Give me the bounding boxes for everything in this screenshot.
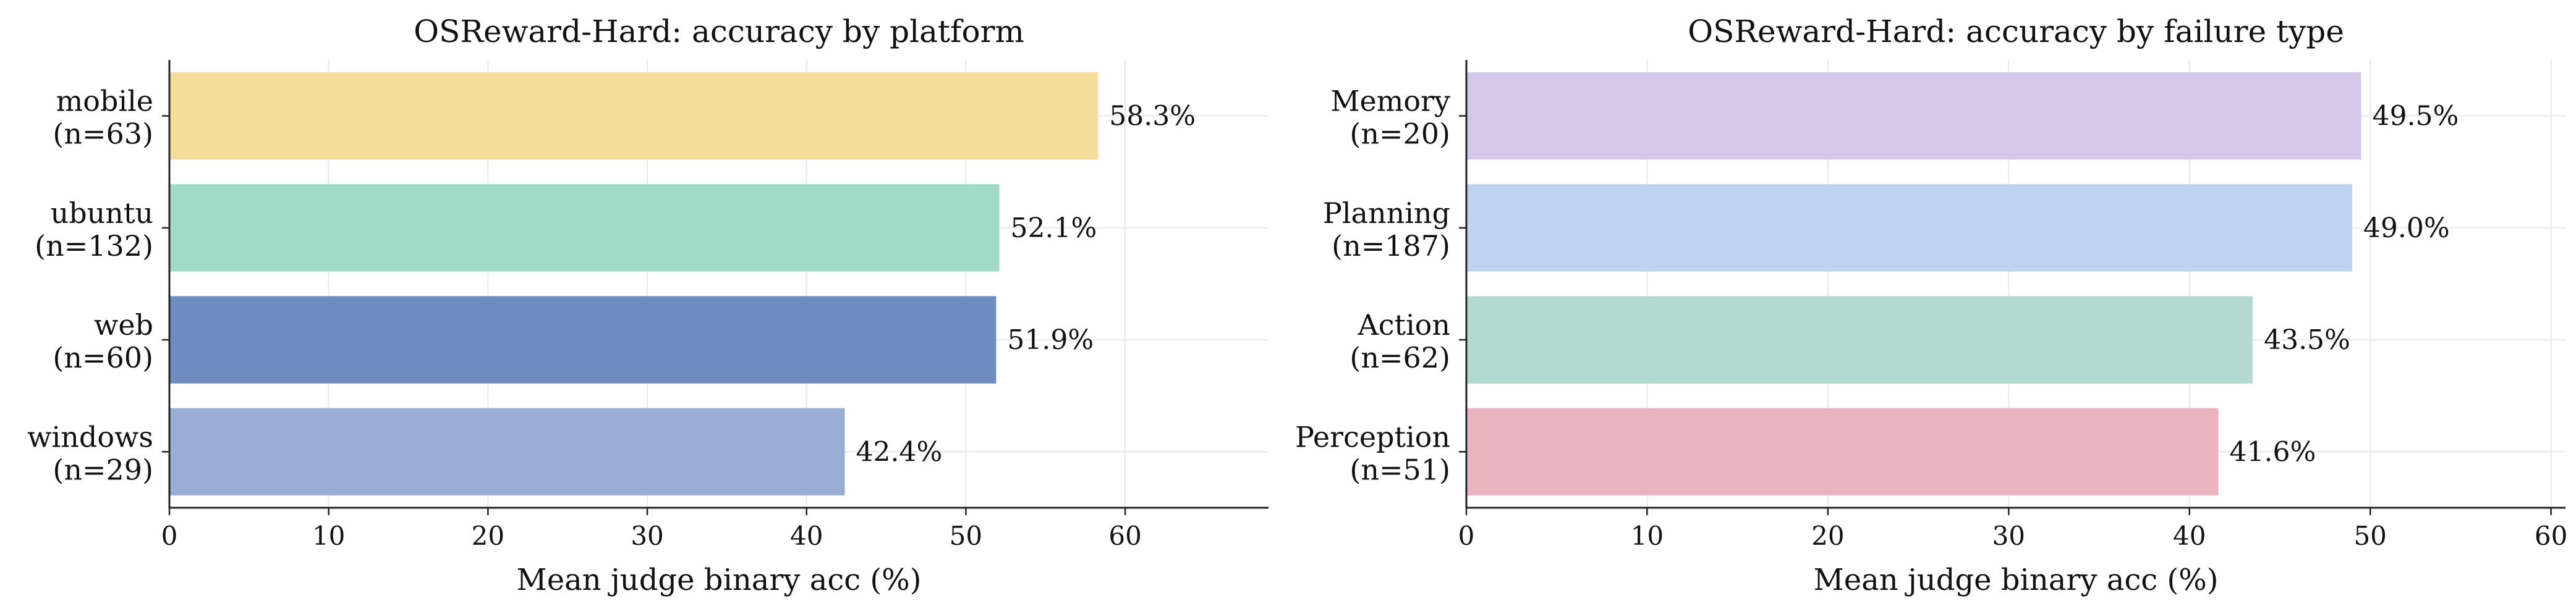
x-tick-label: 0 (161, 521, 178, 551)
bar-4 (1466, 408, 2219, 496)
x-tick-label: 50 (2353, 521, 2386, 551)
x-tick-label: 30 (631, 521, 663, 551)
value-label: 58.3% (1109, 101, 1196, 132)
bar-2 (169, 184, 1000, 272)
x-tick-label: 30 (1992, 521, 2025, 551)
x-tick-label: 50 (950, 521, 982, 551)
bar-2 (1466, 184, 2352, 272)
x-axis-label: Mean judge binary acc (%) (1814, 563, 2219, 597)
category-label: mobile (n=63) (53, 85, 153, 151)
x-tick-label: 20 (1811, 521, 1844, 551)
chart-panel-2: 49.5% Memory (n=20) 49.0% Planning (n=187) 43.… (1295, 14, 2567, 597)
x-tick-label: 40 (790, 521, 823, 551)
bar-4 (169, 408, 845, 496)
x-tick-label: 60 (1108, 521, 1141, 551)
category-label: Planning (n=187) (1323, 196, 1450, 263)
chart-panel-1: 58.3% mobile (n=63) 52.1% ubuntu (n=132) 51.9%… (27, 14, 1269, 597)
x-tick-label: 60 (2535, 521, 2567, 551)
category-label: windows (n=29) (27, 420, 153, 486)
value-label: 49.5% (2373, 101, 2459, 132)
x-tick-label: 10 (1631, 521, 1664, 551)
category-label: web (n=60) (53, 308, 153, 374)
category-label: Perception (n=51) (1295, 420, 1450, 486)
chart-title: OSReward-Hard: accuracy by failure type (1688, 14, 2344, 49)
x-tick-label: 20 (472, 521, 504, 551)
category-label: Action (n=62) (1350, 308, 1450, 374)
value-label: 43.5% (2264, 324, 2350, 356)
category-label: ubuntu (n=132) (35, 196, 153, 263)
value-label: 42.4% (856, 436, 943, 468)
category-label: Memory (n=20) (1330, 85, 1450, 151)
x-tick-label: 0 (1458, 521, 1475, 551)
x-axis-label: Mean judge binary acc (%) (517, 563, 922, 597)
value-label: 41.6% (2230, 436, 2316, 468)
bar-1 (1466, 72, 2361, 160)
bar-3 (1466, 296, 2253, 384)
value-label: 52.1% (1011, 212, 1097, 244)
value-label: 49.0% (2363, 212, 2450, 244)
bar-3 (169, 296, 997, 384)
value-label: 51.9% (1007, 324, 1094, 356)
x-tick-label: 40 (2173, 521, 2206, 551)
chart-title: OSReward-Hard: accuracy by platform (414, 14, 1024, 49)
x-tick-label: 10 (312, 521, 345, 551)
bar-1 (169, 72, 1099, 160)
